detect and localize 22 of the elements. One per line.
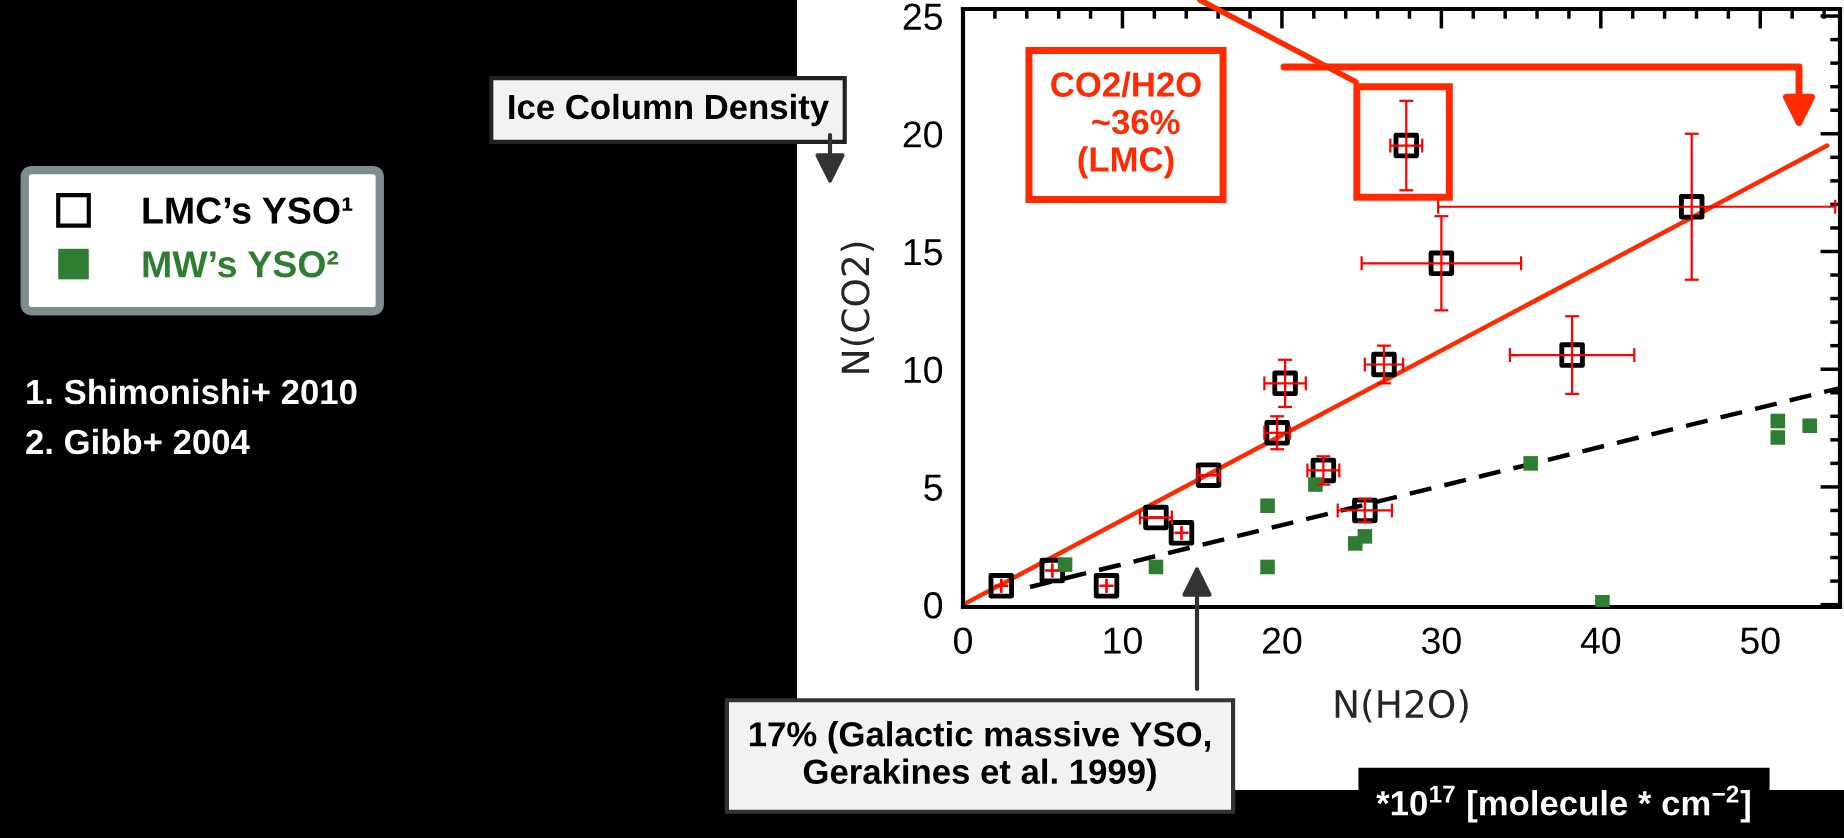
text: 1. Shimonishi+ 2010: [27, 378, 357, 405]
legend-label: LMC’s YSO¹: [143, 197, 353, 224]
y-tick-label: 20: [903, 121, 943, 148]
x-tick-label: 40: [1580, 627, 1621, 654]
annotation: CO2/H2O ~36% (LMC): [1051, 71, 1201, 179]
legend-label: MW’s YSO²: [143, 251, 339, 278]
y-tick-label: 15: [904, 239, 942, 266]
x-tick-label: 10: [1104, 627, 1142, 654]
y-tick-label: 25: [903, 3, 942, 31]
x-tick-label: 30: [1421, 627, 1461, 654]
x-tick-label: 20: [1262, 627, 1302, 654]
text: Ice Column Density: [509, 93, 829, 127]
x-axis-title: N(H2O): [1335, 689, 1468, 723]
y-axis-title: N(CO2): [840, 242, 874, 373]
text: 17% (Galactic massive YSO, Gerakines et al. 1999): [749, 721, 1210, 791]
y-tick-label: 10: [904, 356, 943, 384]
y-tick-label: 0: [924, 592, 943, 619]
x-tick-label: 0: [954, 627, 972, 654]
y-tick-label: 5: [924, 474, 942, 501]
text: 2. Gibb+ 2004: [26, 428, 250, 455]
text: *10$^{17}$ [molecule * cm$^{−2}$]: [1376, 785, 1750, 823]
x-tick-label: 50: [1740, 627, 1780, 654]
